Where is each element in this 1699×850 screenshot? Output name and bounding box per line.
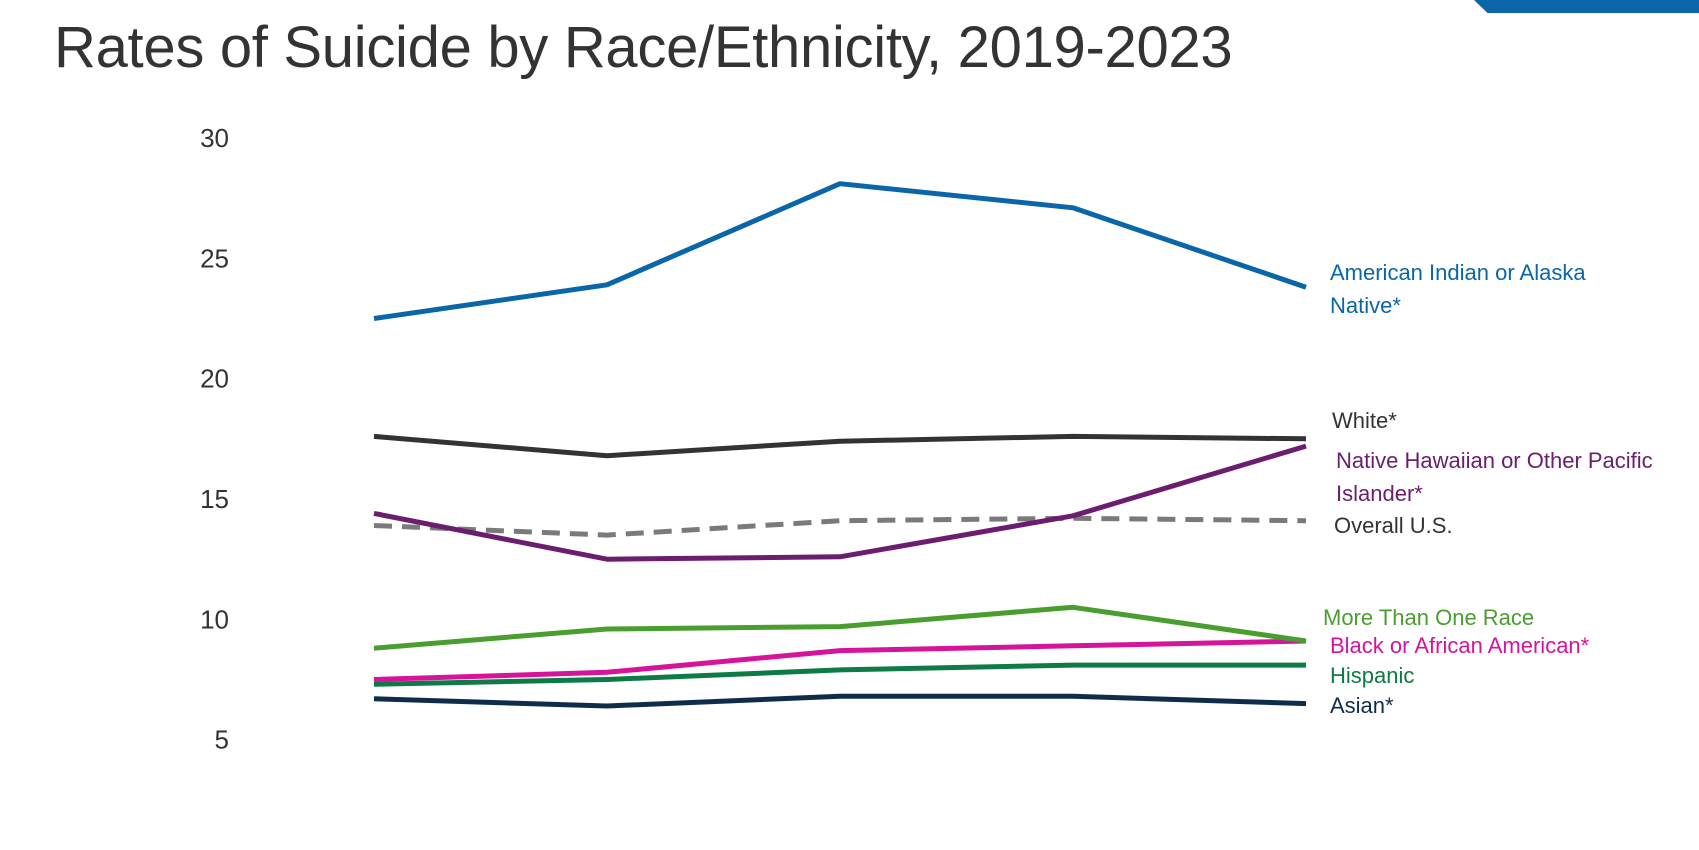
y-tick-label: 20 xyxy=(200,364,229,394)
y-axis-ticks: 0 5 10 15 20 25 30 xyxy=(200,123,229,850)
series-line-native-hawaiian-or-other-pacific-islander xyxy=(373,443,1307,562)
series-label-american-indian-or-alaska-native: American Indian or Alaska Native* xyxy=(1330,260,1586,318)
series-label-more-than-one-race: More Than One Race xyxy=(1323,605,1534,630)
series-line-asian xyxy=(373,693,1307,709)
chart-title: Rates of Suicide by Race/Ethnicity, 2019… xyxy=(54,15,1233,80)
series-label-white: White* xyxy=(1332,408,1397,433)
series-labels: American Indian or Alaska Native* White* Na… xyxy=(1323,260,1653,718)
series-line-more-than-one-race xyxy=(373,604,1307,651)
series-lines xyxy=(373,181,1307,709)
y-tick-label: 25 xyxy=(200,243,229,273)
series-line-hispanic xyxy=(373,662,1306,687)
corner-accent-bar xyxy=(1474,0,1699,13)
y-tick-label: 10 xyxy=(200,604,229,634)
series-line-black-or-african-american xyxy=(373,638,1307,682)
series-label-asian: Asian* xyxy=(1330,693,1394,718)
series-line-white xyxy=(373,433,1307,459)
y-tick-label: 5 xyxy=(215,725,229,755)
y-tick-label: 15 xyxy=(200,484,229,514)
series-line-overall-u-s xyxy=(373,515,1307,538)
series-label-overall-u-s: Overall U.S. xyxy=(1334,513,1453,538)
series-label-native-hawaiian-or-other-pacific-islander: Native Hawaiian or Other Pacific Islander… xyxy=(1336,448,1653,506)
y-tick-label: 30 xyxy=(200,123,229,153)
y-tick-label: 0 xyxy=(215,845,229,850)
series-label-black-or-african-american: Black or African American* xyxy=(1330,633,1590,658)
series-line-american-indian-or-alaska-native xyxy=(373,181,1307,321)
series-label-hispanic: Hispanic xyxy=(1330,663,1414,688)
